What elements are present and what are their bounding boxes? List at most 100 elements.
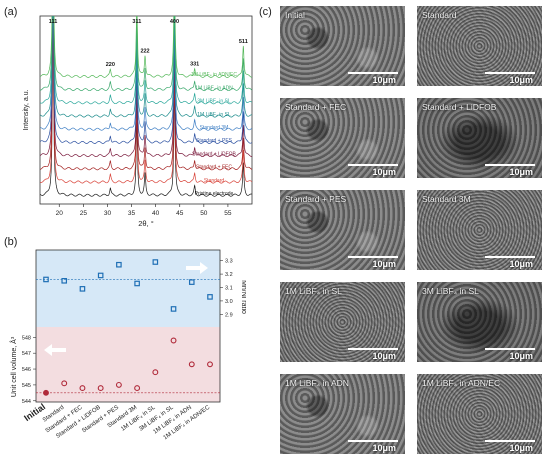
mnni-point: [61, 277, 68, 284]
left-tick-label: 544: [22, 399, 31, 405]
xrd-series-label: 1M LiBF₄ in ADN/EC: [191, 72, 237, 78]
sem-image: 1M LiBF₄ in ADN/EC 10μm: [417, 374, 542, 454]
peak-label: 511: [239, 39, 248, 45]
right-tick-label: 3.1: [225, 286, 233, 292]
scale-bar-label: 10μm: [372, 351, 396, 361]
left-tick-label: 546: [22, 367, 31, 373]
mnni-point: [188, 279, 195, 285]
left-axis-label: Unit cell volume, Å³: [9, 336, 18, 397]
x-tick-label: 25: [80, 210, 88, 217]
sem-image-label: Standard: [422, 10, 457, 20]
sem-image-label: Standard 3M: [422, 194, 471, 204]
xrd-series-line: [40, 16, 252, 105]
left-arrow-icon: [44, 344, 66, 356]
sem-image-label: Standard + FEC: [285, 102, 347, 112]
xrd-series-label: 1M LiBF₄ in ADN: [195, 85, 233, 91]
sem-image: Standard 3M 10μm: [417, 190, 542, 270]
scale-bar-label: 10μm: [372, 75, 396, 85]
right-tick-label: 3.3: [225, 259, 233, 265]
peak-label: 311: [132, 19, 141, 25]
panel-label-a: (a): [4, 6, 18, 18]
xrd-series-label: Pristine electrode: [195, 191, 234, 197]
sem-image: Standard + LiDFOB 10μm: [417, 98, 542, 178]
volume-region: [36, 327, 220, 402]
sem-image-label: 1M LiBF₄ in ADN/EC: [422, 378, 501, 388]
scale-bar: [485, 256, 535, 258]
xrd-series-line: [40, 16, 252, 118]
peak-label: 331: [190, 62, 199, 68]
scale-bar-label: 10μm: [509, 75, 533, 85]
volume-point: [207, 361, 213, 368]
xrd-series-line: [40, 16, 252, 144]
xrd-series-label: 1M LiBF₄ in SL: [197, 112, 231, 118]
xrd-series-line: [40, 16, 252, 184]
mnni-point: [43, 276, 49, 283]
xrd-series-label: Standard: [204, 178, 225, 184]
peak-label: 220: [106, 62, 115, 68]
volume-point: [188, 361, 195, 368]
sem-image-label: 1M LiBF₄ in ADN: [285, 378, 349, 388]
mnni-point: [97, 272, 104, 279]
panel-label-c: (c): [259, 6, 272, 18]
scale-bar: [348, 164, 398, 166]
left-tick-label: 545: [22, 383, 31, 389]
sem-image-label: Standard + LiDFOB: [422, 102, 497, 112]
right-tick-label: 3.0: [225, 299, 233, 305]
peak-label: 222: [140, 49, 149, 55]
sem-image: Initial 10μm: [280, 6, 405, 86]
xrd-series-label: Standard 3M: [200, 125, 229, 131]
mnni-point: [152, 259, 159, 265]
sem-image: 1M LiBF₄ in SL 10μm: [280, 282, 405, 362]
scale-bar: [485, 348, 535, 350]
xrd-series-label: Standard + LiDFOB: [192, 151, 236, 157]
sem-image: 3M LiBF₄ in SL 10μm: [417, 282, 542, 362]
peak-label: 400: [170, 19, 179, 25]
scale-bar-label: 10μm: [509, 167, 533, 177]
peak-label: 111: [49, 19, 58, 25]
sem-image-label: Standard + PES: [285, 194, 347, 204]
sem-image: Standard + PES 10μm: [280, 190, 405, 270]
sem-image: Standard + FEC 10μm: [280, 98, 405, 178]
volume-point: [79, 385, 86, 392]
xrd-series-line: [40, 16, 252, 92]
xrd-chart: 20 25 30 35 40 45 50 55 2θ, ° Intensity, a.u. Pris…: [23, 15, 253, 228]
x-tick-label: 40: [152, 210, 160, 217]
panel-label-b: (b): [4, 236, 18, 248]
volume-point: [134, 385, 141, 392]
xrd-traces: [40, 16, 252, 197]
scale-bar: [348, 440, 398, 442]
volume-point: [43, 389, 49, 396]
x-tick-label: 45: [176, 210, 184, 217]
xrd-series-line: [40, 16, 252, 78]
left-tick-label: 547: [22, 351, 31, 357]
x-axis-label: 2θ, °: [138, 219, 154, 228]
lattice-chart: 2.9 3.0 3.1 3.2 3.3 544 545 546 547 548 Unit cell …: [9, 249, 246, 441]
scale-bar: [485, 72, 535, 74]
mnni-point: [134, 280, 140, 287]
right-axis-label: Mn/Ni ratio: [240, 280, 246, 314]
x-tick-label: 30: [104, 210, 112, 217]
scale-bar: [485, 164, 535, 166]
x-tick-label: 55: [224, 210, 232, 217]
scale-bar-label: 10μm: [372, 259, 396, 269]
sem-image: 1M LiBF₄ in ADN 10μm: [280, 374, 405, 454]
xrd-series-line: [40, 19, 252, 197]
volume-point: [152, 369, 159, 376]
scale-bar: [348, 348, 398, 350]
scale-bar-label: 10μm: [509, 259, 533, 269]
x-tick-label: 35: [128, 210, 136, 217]
scale-bar-label: 10μm: [372, 443, 396, 453]
scale-bar: [485, 440, 535, 442]
mnni-point: [79, 286, 86, 292]
xrd-series-line: [40, 16, 252, 171]
scale-bar: [348, 72, 398, 74]
xrd-frame: [39, 15, 253, 205]
mnni-point: [116, 261, 122, 268]
sem-image-label: 1M LiBF₄ in SL: [285, 286, 342, 296]
scale-bar: [348, 256, 398, 258]
xrd-series-label: Standard + FEC: [196, 165, 232, 171]
left-tick-label: 548: [22, 335, 31, 341]
mnni-point: [207, 294, 213, 300]
volume-point: [97, 385, 104, 392]
volume-point: [170, 337, 177, 344]
